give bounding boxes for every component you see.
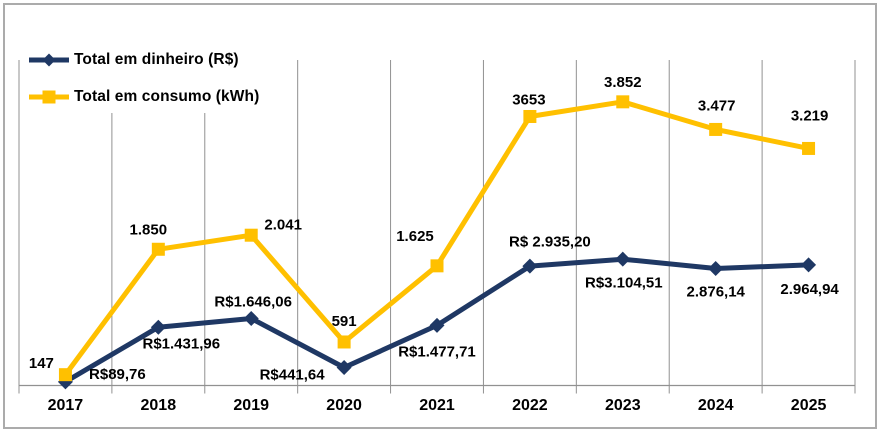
legend-item-dinheiro: Total em dinheiro (R$) (28, 48, 259, 72)
marker-square (151, 242, 165, 256)
marker-diamond (801, 257, 817, 273)
marker-square (337, 335, 351, 349)
x-axis-label: 2020 (326, 397, 362, 414)
data-label: 3.219 (791, 108, 829, 125)
marker-square (244, 228, 258, 242)
marker-square (616, 95, 630, 109)
marker-diamond (708, 260, 724, 276)
data-label: 1.625 (396, 228, 434, 245)
data-label: R$3.104,51 (585, 274, 663, 291)
legend-item-consumo: Total em consumo (kWh) (28, 85, 259, 109)
x-axis-label: 2022 (512, 397, 548, 414)
marker-diamond (336, 360, 352, 376)
data-label: R$441,64 (260, 367, 326, 384)
legend: Total em dinheiro (R$) Total em consumo … (26, 44, 270, 113)
marker-diamond (243, 311, 259, 327)
legend-diamond-marker-icon (29, 53, 69, 67)
marker-square (430, 259, 444, 273)
data-label: 2.041 (264, 216, 302, 233)
data-label: R$1.431,96 (143, 335, 221, 352)
series-line-consumo (62, 99, 812, 378)
x-axis-label: 2023 (605, 397, 641, 414)
x-axis-label: 2021 (419, 397, 455, 414)
data-label: R$1.477,71 (398, 344, 476, 361)
legend-label-consumo: Total em consumo (kWh) (74, 88, 260, 105)
data-label: 3653 (512, 92, 545, 109)
x-axis-label: 2025 (791, 397, 827, 414)
x-axis-label: 2017 (48, 397, 84, 414)
x-axis-label: 2018 (141, 397, 177, 414)
marker-diamond (522, 258, 538, 274)
x-axis-label: 2024 (698, 397, 734, 414)
data-label: 2.964,94 (780, 281, 839, 298)
data-label: 3.852 (604, 74, 642, 91)
data-label: R$89,76 (89, 366, 146, 383)
data-label: 591 (332, 313, 357, 330)
data-label: R$1.646,06 (214, 294, 292, 311)
marker-square (58, 368, 72, 382)
marker-diamond (150, 319, 166, 335)
marker-square (523, 109, 537, 123)
legend-label-dinheiro: Total em dinheiro (R$) (74, 51, 239, 68)
data-label: 147 (29, 355, 54, 372)
marker-diamond (429, 317, 445, 333)
data-label: 3.477 (698, 98, 736, 115)
data-label: R$ 2.935,20 (509, 233, 591, 250)
data-label: 1.850 (130, 222, 168, 239)
x-axis-label: 2019 (233, 397, 269, 414)
marker-square (802, 141, 816, 155)
legend-square-marker-icon (29, 90, 69, 104)
data-label: 2.876,14 (687, 284, 746, 301)
marker-diamond (615, 251, 631, 267)
marker-square (709, 122, 723, 136)
